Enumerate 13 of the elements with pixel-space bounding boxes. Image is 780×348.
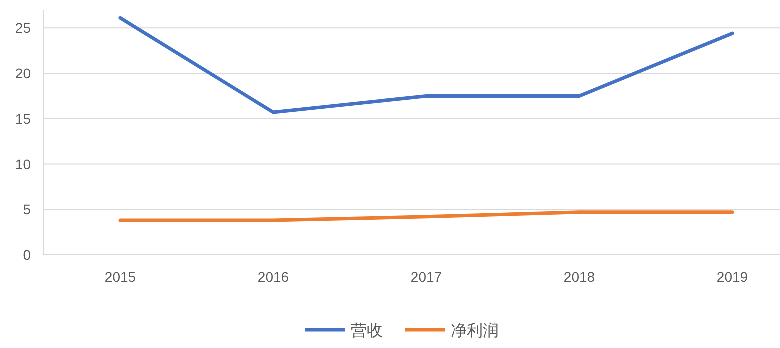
legend-label: 营收 xyxy=(351,322,383,340)
legend-label: 净利润 xyxy=(451,322,499,340)
x-tick-label: 2019 xyxy=(716,269,748,285)
x-tick-label: 2018 xyxy=(564,269,596,285)
y-tick-label: 20 xyxy=(15,66,32,82)
x-tick-label: 2015 xyxy=(104,269,136,285)
x-tick-label: 2017 xyxy=(410,269,442,285)
x-tick-label: 2016 xyxy=(258,269,290,285)
y-tick-label: 15 xyxy=(15,110,32,127)
y-tick-label: 25 xyxy=(15,20,32,36)
y-tick-label: 5 xyxy=(23,202,32,218)
y-tick-label: 0 xyxy=(23,247,32,263)
y-tick-label: 10 xyxy=(15,156,32,172)
